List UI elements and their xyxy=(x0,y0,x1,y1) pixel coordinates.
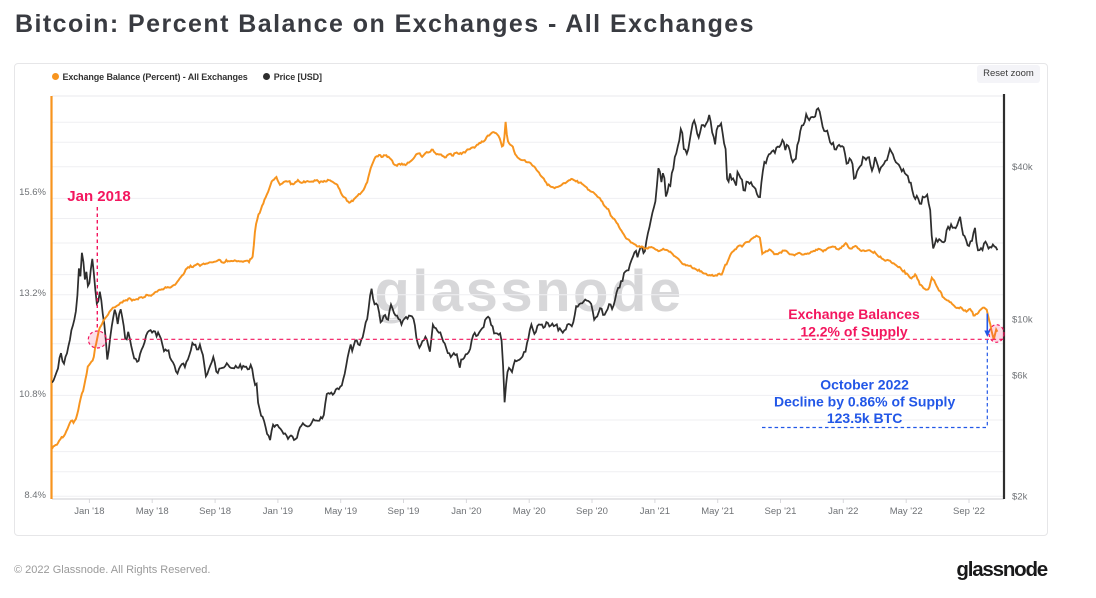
svg-text:15.6%: 15.6% xyxy=(19,187,46,198)
svg-text:May '19: May '19 xyxy=(324,506,357,517)
svg-text:glassnode: glassnode xyxy=(374,259,683,324)
svg-text:12.2% of Supply: 12.2% of Supply xyxy=(800,324,908,340)
svg-text:Jan '22: Jan '22 xyxy=(828,506,858,517)
svg-text:Sep '22: Sep '22 xyxy=(953,506,985,517)
svg-text:May '20: May '20 xyxy=(513,506,546,517)
svg-text:10.8%: 10.8% xyxy=(19,389,46,400)
svg-text:Sep '20: Sep '20 xyxy=(576,506,608,517)
svg-text:123.5k BTC: 123.5k BTC xyxy=(827,410,902,426)
svg-text:Decline by 0.86% of Supply: Decline by 0.86% of Supply xyxy=(774,394,955,410)
svg-text:Jan '18: Jan '18 xyxy=(74,506,104,517)
svg-text:$10k: $10k xyxy=(1012,314,1033,325)
svg-text:$2k: $2k xyxy=(1012,491,1028,502)
svg-text:May '18: May '18 xyxy=(136,506,169,517)
svg-text:Jan '20: Jan '20 xyxy=(451,506,481,517)
svg-text:Exchange Balances: Exchange Balances xyxy=(788,306,920,322)
svg-text:Sep '19: Sep '19 xyxy=(388,506,420,517)
svg-text:May '21: May '21 xyxy=(701,506,734,517)
svg-text:$6k: $6k xyxy=(1012,371,1028,382)
svg-text:13.2%: 13.2% xyxy=(19,288,46,299)
svg-text:Jan 2018: Jan 2018 xyxy=(67,188,130,205)
svg-text:May '22: May '22 xyxy=(890,506,923,517)
svg-text:Jan '21: Jan '21 xyxy=(640,506,670,517)
svg-text:Jan '19: Jan '19 xyxy=(263,506,293,517)
svg-text:Sep '18: Sep '18 xyxy=(199,506,231,517)
svg-text:October 2022: October 2022 xyxy=(820,377,909,393)
svg-text:8.4%: 8.4% xyxy=(24,490,46,501)
svg-text:Sep '21: Sep '21 xyxy=(765,506,797,517)
svg-text:$40k: $40k xyxy=(1012,162,1033,173)
